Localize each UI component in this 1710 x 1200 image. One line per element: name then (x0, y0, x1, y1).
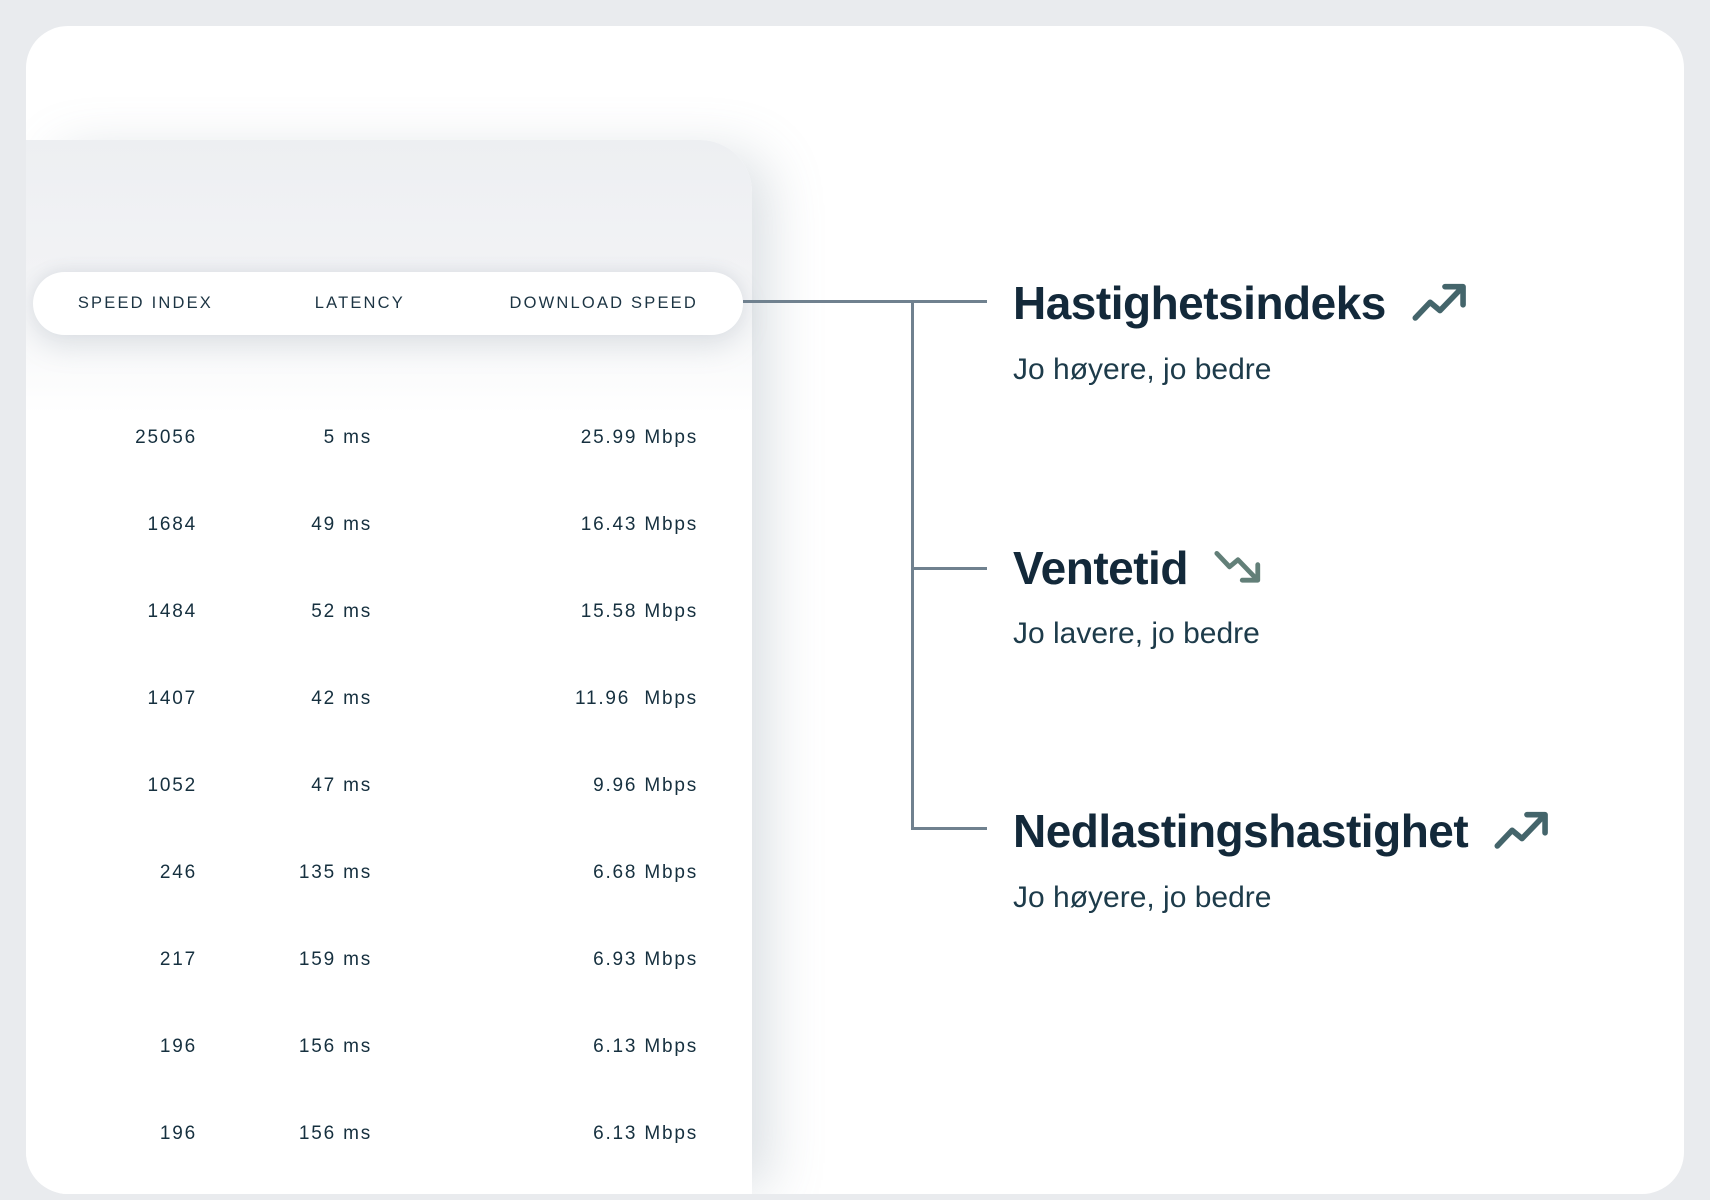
speed-index-value: 1052 (147, 774, 197, 796)
legend-title: Nedlastingshastighet (1013, 804, 1469, 857)
speed-index-value: 217 (159, 948, 197, 970)
legend-item-latency: Ventetid Jo lavere, jo bedre (1013, 545, 1262, 654)
legend-item-download-speed: Nedlastingshastighet Jo høyere, jo bedre (1013, 806, 1550, 918)
trend-down-icon (1214, 549, 1262, 591)
speed-index-value: 1407 (147, 687, 197, 709)
latency-value: 47 ms (311, 774, 372, 796)
main-card: SPEED INDEX LATENCY DOWNLOAD SPEED 25056… (26, 26, 1684, 1194)
legend-title: Hastighetsindeks (1013, 276, 1386, 329)
latency-value: 159 ms (298, 948, 372, 970)
download-speed-value: 6.68 Mbps (593, 861, 698, 883)
speed-index-value: 1484 (147, 600, 197, 622)
table-row: 25056 5 ms 25.99 Mbps (26, 394, 752, 481)
latency-value: 135 ms (298, 861, 372, 883)
legend-subtitle: Jo lavere, jo bedre (1013, 617, 1260, 650)
speed-index-value: 246 (159, 861, 197, 883)
download-speed-value: 25.99 Mbps (580, 426, 698, 448)
column-header-speed-index: SPEED INDEX (77, 294, 213, 312)
connector-line-vertical (911, 300, 914, 830)
latency-value: 156 ms (298, 1122, 372, 1144)
table-row: 196 156 ms 6.13 Mbps (26, 1003, 752, 1090)
connector-line-middle (911, 567, 987, 570)
latency-value: 52 ms (311, 600, 372, 622)
connector-line-top (743, 300, 987, 303)
download-speed-value: 15.58 Mbps (580, 600, 698, 622)
connector-line-bottom (911, 827, 987, 830)
table-row: 1684 49 ms 16.43 Mbps (26, 481, 752, 568)
column-header-download-speed: DOWNLOAD SPEED (509, 294, 698, 312)
latency-value: 49 ms (311, 513, 372, 535)
speed-index-value: 196 (159, 1122, 197, 1144)
table-row: 196 156 ms 6.13 Mbps (26, 1090, 752, 1177)
download-speed-value: 6.93 Mbps (593, 948, 698, 970)
legend-subtitle: Jo høyere, jo bedre (1013, 881, 1272, 914)
latency-value: 156 ms (298, 1035, 372, 1057)
trend-up-icon (1494, 808, 1550, 856)
speed-index-value: 196 (159, 1035, 197, 1057)
speed-index-value: 25056 (135, 426, 197, 448)
legend-title: Ventetid (1013, 542, 1188, 594)
table-row: 1052 47 ms 9.96 Mbps (26, 742, 752, 829)
speed-index-value: 1684 (147, 513, 197, 535)
download-speed-value: 6.13 Mbps (593, 1122, 698, 1144)
table-row: 217 159 ms 6.93 Mbps (26, 916, 752, 1003)
download-speed-value: 11.96 Mbps (575, 687, 698, 709)
latency-value: 5 ms (323, 426, 372, 448)
trend-up-icon (1412, 280, 1468, 328)
table-row: 1484 52 ms 15.58 Mbps (26, 568, 752, 655)
legend-subtitle: Jo høyere, jo bedre (1013, 353, 1272, 386)
column-header-latency: LATENCY (314, 294, 405, 312)
download-speed-value: 6.13 Mbps (593, 1035, 698, 1057)
legend-item-speed-index: Hastighetsindeks Jo høyere, jo bedre (1013, 278, 1468, 390)
table-rows: 25056 5 ms 25.99 Mbps 1684 49 ms 16.43 M… (26, 394, 752, 1177)
download-speed-value: 16.43 Mbps (580, 513, 698, 535)
latency-value: 42 ms (311, 687, 372, 709)
download-speed-value: 9.96 Mbps (593, 774, 698, 796)
table-row: 246 135 ms 6.68 Mbps (26, 829, 752, 916)
table-header-pill: SPEED INDEX LATENCY DOWNLOAD SPEED (33, 272, 743, 335)
table-row: 1407 42 ms 11.96 Mbps (26, 655, 752, 742)
